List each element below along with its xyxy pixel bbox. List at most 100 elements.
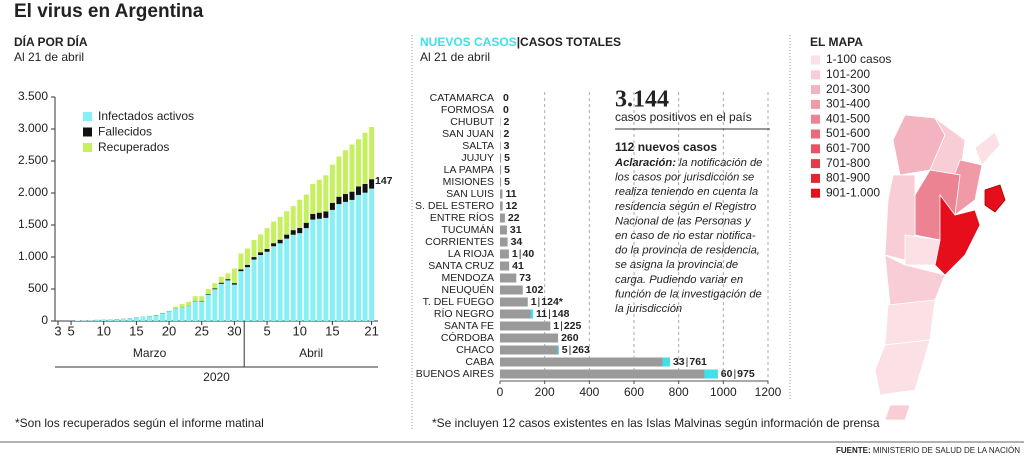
separator: | (538, 296, 541, 308)
x-tick-label: 30 (227, 323, 241, 338)
category-label: S. DEL ESTERO (415, 200, 494, 212)
bar-segment (212, 283, 218, 289)
bar-segment (81, 320, 87, 321)
note-line: residencia según el Registro (615, 201, 756, 213)
note-text: la notificación de (676, 157, 762, 169)
note-text: en caso de no estar notifica- (615, 230, 756, 242)
note-text: la jurisdicción (615, 303, 682, 315)
category-label: SAN LUIS (446, 188, 494, 200)
new-total: 112 nuevos casos (615, 140, 717, 154)
total-label: 0 (503, 92, 509, 104)
legend-swatch (811, 159, 820, 169)
y-tick-label: 2.500 (18, 153, 48, 167)
category-label: CABA (465, 356, 494, 368)
category-label: CORRIENTES (425, 236, 494, 248)
bar-segment (212, 288, 218, 290)
bar-segment (356, 194, 362, 321)
bar-segment (225, 280, 231, 321)
bar-segment (231, 268, 237, 284)
legend-swatch (811, 70, 820, 80)
note-text: do la provincia de residencia, (615, 245, 760, 257)
bar-segment (238, 253, 244, 270)
note-label: Aclaración: (614, 157, 676, 169)
x-tick-label: 20 (162, 323, 176, 338)
bar-segment (362, 192, 368, 321)
separator: | (733, 368, 736, 380)
bar-segment (290, 234, 296, 321)
bar-segment (244, 267, 250, 321)
category-label: CHACO (456, 344, 494, 356)
bar (500, 285, 523, 295)
note-text: Nacional de las Personas y (615, 215, 752, 227)
separator: | (548, 308, 551, 320)
note-line: realiza teniendo en cuenta la (615, 186, 758, 198)
bar (500, 141, 501, 151)
total-label: 263 (572, 344, 590, 356)
bar-segment (192, 301, 198, 321)
legend-label: 701-800 (826, 156, 870, 170)
bar (500, 201, 503, 211)
new-label: 11 (536, 308, 547, 320)
note-text: se asigna la provincia de (615, 259, 738, 271)
bar (500, 273, 517, 283)
legend-swatch (811, 99, 820, 109)
bar-segment (271, 246, 277, 321)
bar-segment (349, 144, 355, 192)
note-text: los casos por jurisdicción se (615, 172, 754, 184)
bar-segment (310, 219, 316, 321)
bar-segment (342, 194, 348, 202)
bar-segment (258, 255, 264, 321)
category-label: CATAMARCA (430, 92, 494, 104)
bar-segment (88, 320, 94, 321)
bar-segment (186, 306, 192, 321)
new-label: 33 (673, 356, 685, 368)
y-tick-label: 0 (41, 313, 48, 327)
category-label: NEUQUÉN (441, 283, 494, 296)
y-tick-label: 1.500 (18, 217, 48, 231)
bar-segment (271, 221, 277, 244)
total-label: 124* (541, 296, 564, 308)
x-tick-label: 5 (67, 323, 74, 338)
category-label: SANTA CRUZ (428, 260, 494, 272)
note-line: carga. Pudiendo variar en (615, 274, 743, 286)
main-title: El virus en Argentina (14, 1, 204, 22)
bar-segment (362, 183, 368, 193)
separator: | (519, 248, 522, 260)
note-line: función de la investigación de (615, 288, 762, 300)
total-label: 40 (523, 248, 535, 260)
total-label: 148 (552, 308, 570, 320)
note-line: la jurisdicción (615, 303, 682, 315)
legend-label: Infectados activos (98, 109, 194, 123)
new-label: 60 (721, 368, 733, 380)
legend-label: 801-900 (826, 171, 870, 185)
x-tick-label: 15 (129, 323, 143, 338)
mid-footnote: *Se incluyen 12 casos existentes en las … (432, 416, 880, 430)
left-title: DÍA POR DÍA (14, 34, 88, 49)
category-label: SANTA FE (444, 320, 494, 332)
category-label: MENDOZA (442, 272, 495, 284)
x-tick-label: 600 (624, 385, 644, 399)
bar-segment (356, 186, 362, 195)
x-tick-label: 21 (364, 323, 378, 338)
bar-segment (349, 199, 355, 321)
bar-segment (356, 139, 362, 187)
title-sep: | (517, 35, 520, 49)
separator: | (560, 320, 563, 332)
total-number: 3.144 (615, 87, 669, 113)
bar (500, 309, 534, 319)
bar (500, 369, 718, 379)
bar-segment (238, 271, 244, 321)
bar (500, 213, 505, 223)
legend-label: 901-1.000 (826, 185, 880, 199)
bar-segment (218, 282, 224, 284)
bar-segment (297, 233, 303, 321)
new-label: 1 (531, 296, 537, 308)
total-label: 31 (510, 224, 522, 236)
legend-swatch (811, 114, 820, 124)
bar-segment (199, 301, 205, 321)
bar-segment (205, 288, 211, 294)
bar-new (530, 309, 534, 319)
bar-segment (205, 293, 211, 295)
left-footnote: *Son los recuperados según el informe ma… (15, 416, 264, 430)
